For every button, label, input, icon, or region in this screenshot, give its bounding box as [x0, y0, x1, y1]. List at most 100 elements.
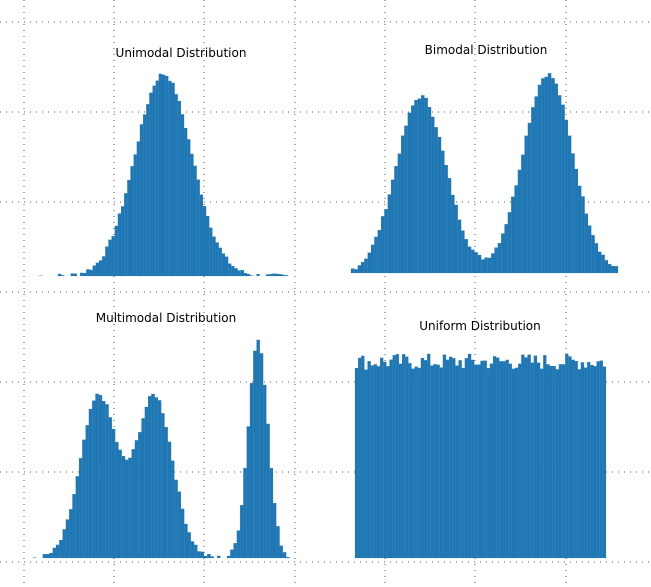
histogram-bar [408, 363, 412, 559]
histogram-bar [561, 104, 565, 274]
histogram-bar [80, 272, 84, 277]
histogram-bar [568, 356, 572, 559]
histogram-bar [210, 556, 214, 559]
histogram-bar [471, 249, 475, 274]
histogram-bar [441, 150, 445, 274]
histogram-bar [433, 364, 437, 559]
histogram-bar [390, 179, 395, 274]
histogram-bar [597, 251, 602, 274]
histogram-bar [491, 253, 495, 274]
histogram-bar [101, 400, 106, 559]
histogram-bar [115, 441, 119, 559]
histogram-bar [184, 523, 188, 559]
panel-title: Bimodal Distribution [425, 43, 548, 57]
histogram-bar [497, 243, 502, 274]
histogram-bar [449, 356, 453, 559]
histogram-bar [46, 554, 50, 559]
histogram-bar [246, 426, 251, 559]
histogram-bar [89, 269, 93, 277]
histogram-bar [530, 362, 534, 559]
histogram-bar [230, 549, 234, 559]
histogram-bar [487, 257, 492, 274]
histogram-bar [527, 122, 532, 274]
histogram-bar [265, 274, 270, 277]
histogram-bar [62, 529, 66, 559]
histogram-bar [587, 225, 592, 274]
histogram-bar [397, 153, 402, 274]
histogram-bar [455, 365, 459, 559]
histogram-bar [236, 530, 241, 559]
histogram-bar [168, 80, 172, 277]
histogram-bar [85, 425, 89, 559]
panel-title: Multimodal Distribution [96, 311, 237, 325]
histogram-bar [414, 366, 418, 559]
histogram-bar [434, 127, 438, 274]
histogram-bar [98, 395, 103, 559]
histogram-bar [590, 364, 594, 559]
histogram-bar [392, 355, 396, 559]
histogram-bar [531, 107, 535, 274]
histogram-bar [202, 206, 207, 277]
histogram-bar [266, 423, 270, 559]
histogram-bar [574, 361, 578, 559]
histogram-bar [543, 355, 547, 559]
histogram-bar [464, 239, 468, 274]
histogram-bar [57, 273, 62, 277]
histogram-bar [584, 213, 589, 274]
histogram-bar [165, 75, 169, 277]
histogram-bar [42, 554, 47, 559]
histogram-bar [430, 365, 434, 559]
histogram-bar [552, 366, 556, 559]
histogram-bar [486, 368, 490, 559]
histogram-bar [411, 368, 415, 559]
histogram-bar [253, 350, 257, 559]
histogram-bar [611, 265, 615, 274]
histogram-bar [383, 361, 387, 559]
histogram-bar [581, 196, 585, 274]
histogram-bar [544, 76, 548, 274]
histogram-bar [540, 368, 544, 559]
histogram-bar [114, 225, 118, 277]
histogram-bar [549, 365, 553, 559]
histogram-bar [521, 154, 525, 274]
histogram-bar [70, 273, 74, 277]
histogram-bar [499, 361, 503, 559]
histogram-bar [574, 168, 579, 274]
histogram-bar [521, 354, 525, 559]
histogram-bar [161, 74, 166, 277]
histogram-bar [196, 179, 200, 277]
histogram-bar [276, 526, 280, 559]
histogram-bar [221, 253, 226, 277]
histogram-bar [111, 236, 115, 277]
histogram-bar [141, 418, 145, 559]
histogram-bar [554, 83, 559, 274]
histogram-bar [95, 262, 100, 277]
histogram-bar [128, 457, 132, 559]
histogram-bar [454, 204, 458, 274]
histogram-bar [467, 353, 472, 559]
histogram-bar [138, 432, 142, 559]
histogram-bar [124, 193, 128, 277]
histogram-bar [507, 212, 512, 274]
histogram-bar [73, 273, 78, 277]
histogram-bar [471, 359, 475, 559]
panel-title: Uniform Distribution [419, 319, 541, 333]
histogram-bar [360, 262, 365, 274]
histogram-bar [354, 269, 358, 274]
histogram-bar [423, 360, 428, 559]
histogram-bar [105, 404, 109, 559]
histogram-bar [442, 354, 447, 559]
histogram-bar [394, 166, 398, 274]
histogram-bar [203, 555, 208, 559]
histogram-bar [558, 364, 563, 559]
histogram-bar [571, 153, 575, 274]
histogram-bar [541, 78, 545, 274]
histogram-bar [147, 396, 152, 559]
histogram-bar [536, 362, 541, 559]
histogram-bar [228, 263, 232, 277]
histogram-bar [517, 169, 522, 274]
histogram-bar [174, 479, 178, 559]
histogram-bar [386, 366, 390, 559]
histogram-bar [65, 519, 70, 559]
histogram-bar [256, 273, 260, 277]
